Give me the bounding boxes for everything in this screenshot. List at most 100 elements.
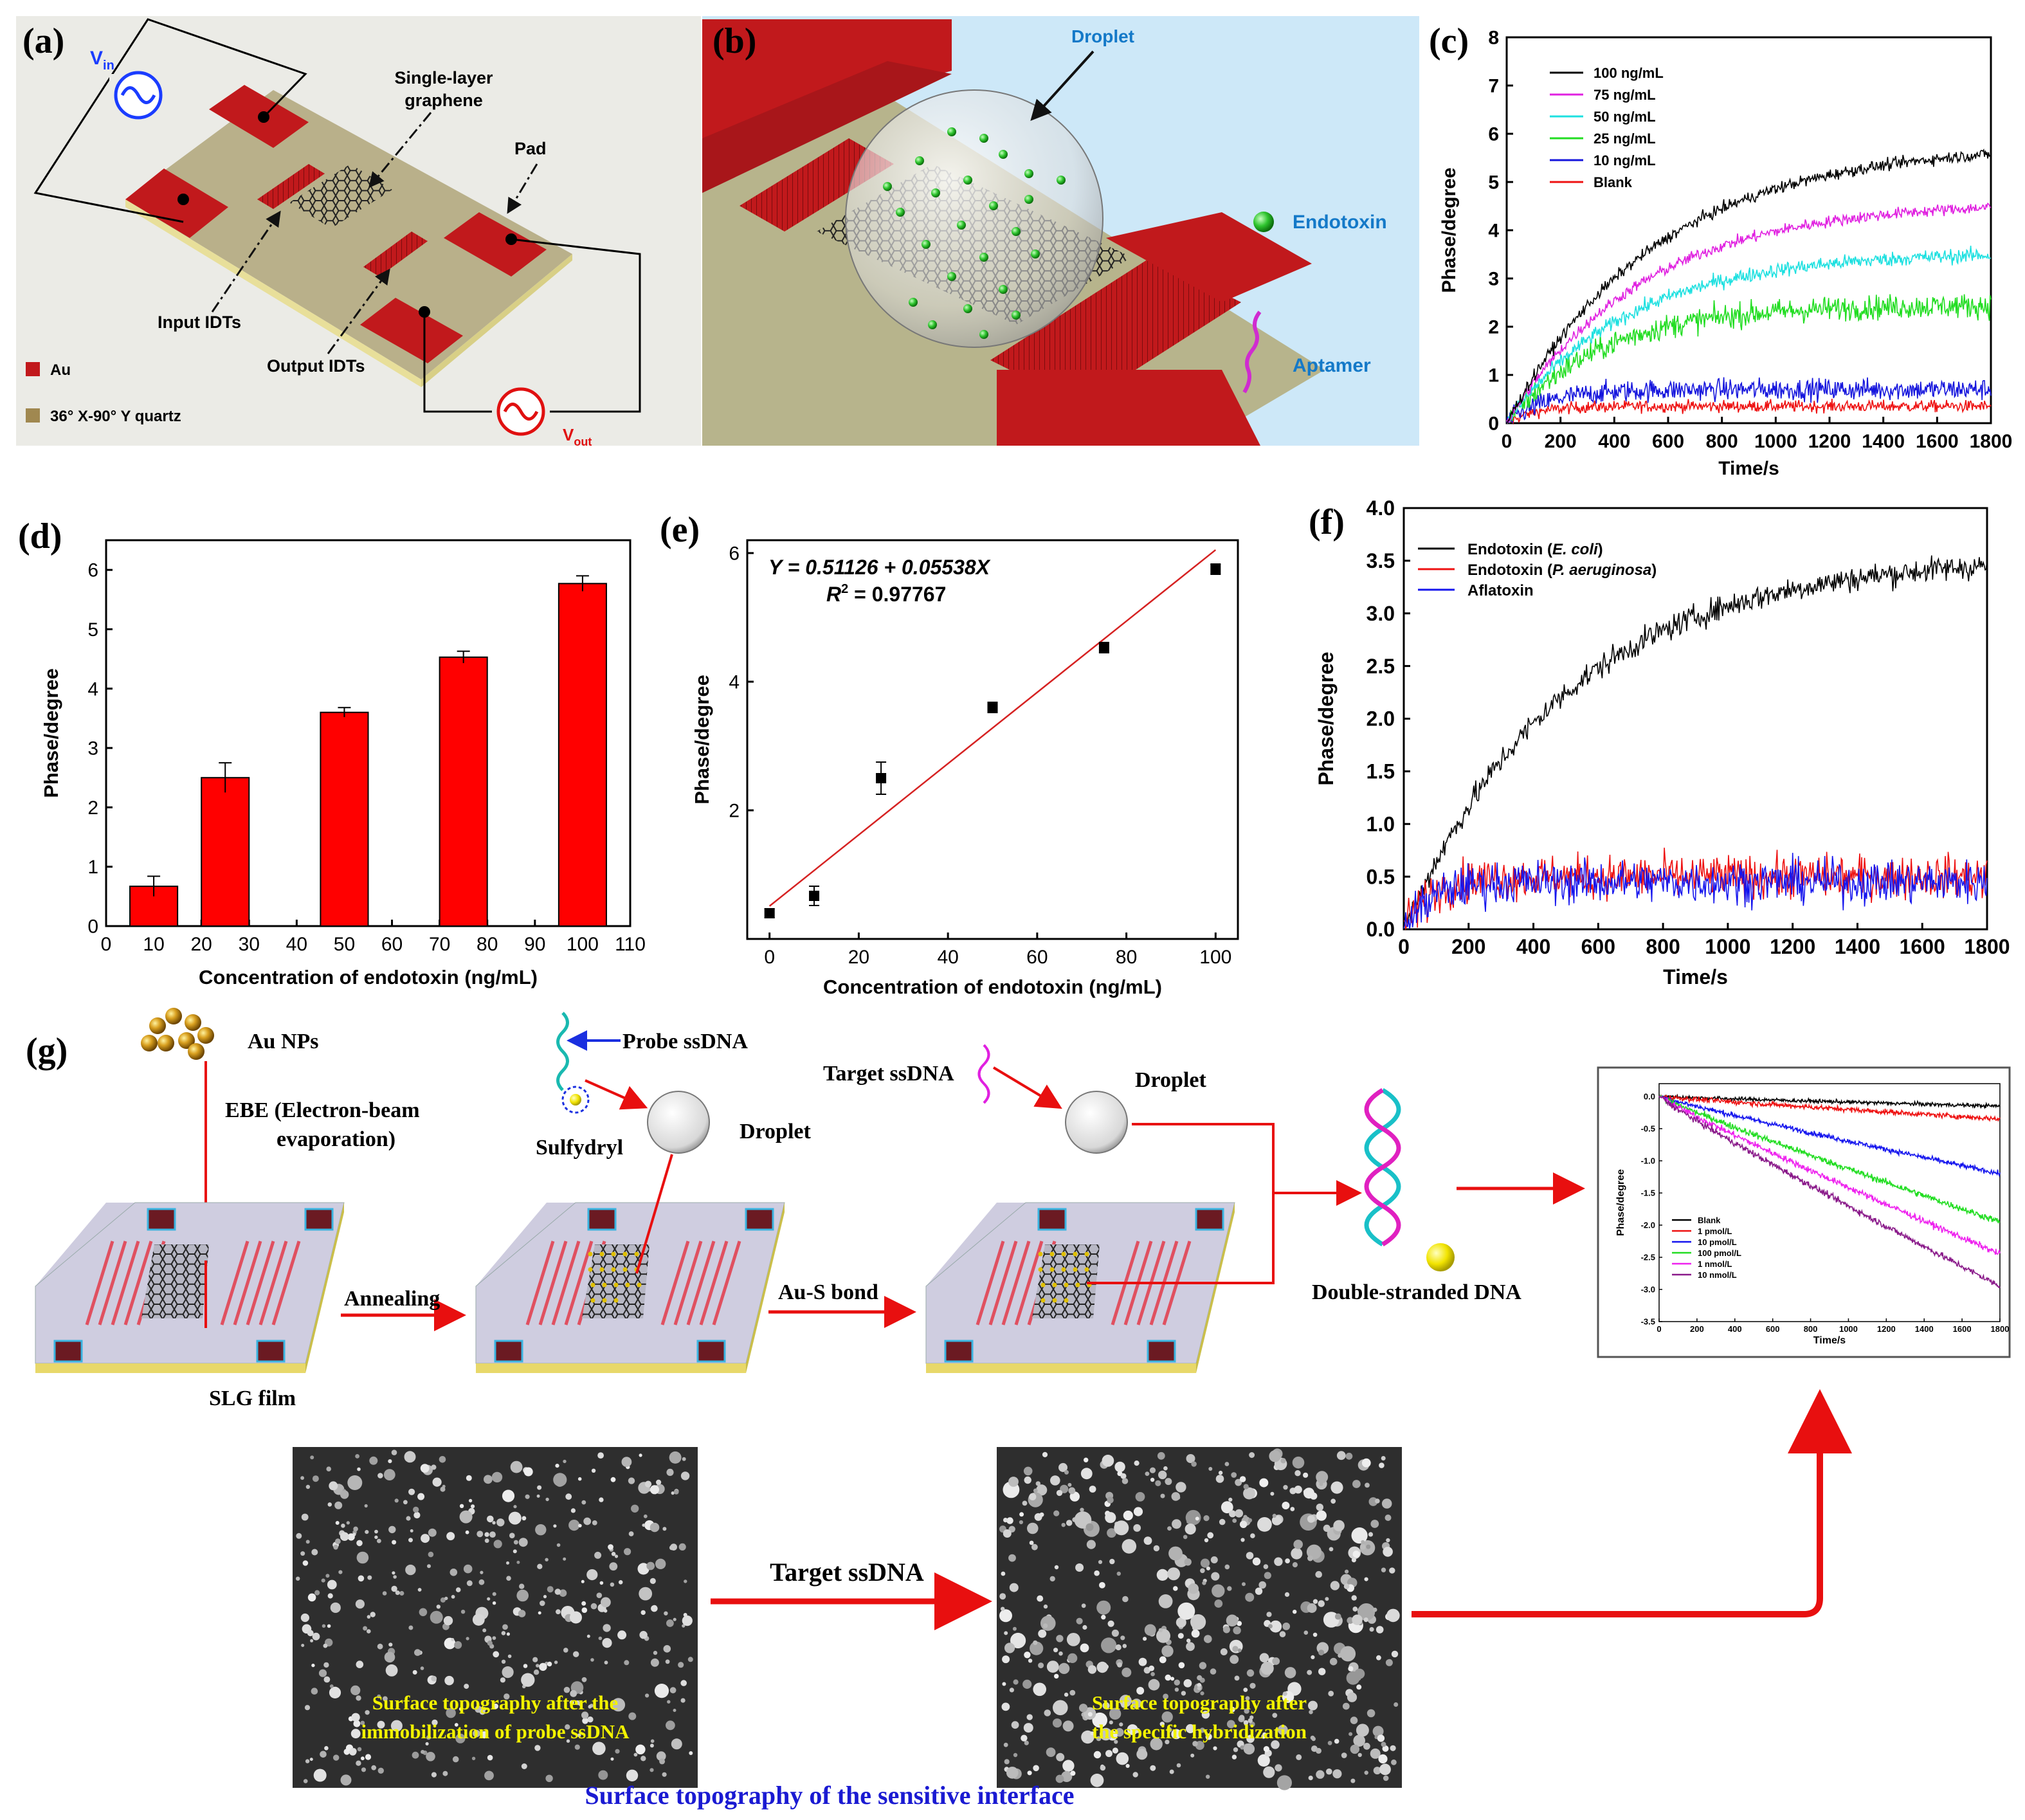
sem-particle [1081, 1603, 1086, 1608]
sem-particle [1347, 1617, 1354, 1624]
legend-label: 100 ng/mL [1594, 65, 1664, 81]
sem-particle [1249, 1682, 1256, 1689]
endotoxin-particle [1031, 250, 1040, 259]
series-line-4 [1506, 377, 1992, 424]
x-tick-label: 1800 [1970, 431, 2013, 452]
slg-film-label: SLG film [209, 1387, 296, 1410]
sem-particle [1361, 1540, 1365, 1544]
sem-particle [412, 1751, 419, 1759]
legend-italic: E. coli [1552, 541, 1599, 558]
sem-particle [327, 1624, 331, 1628]
sem-particle [1358, 1752, 1362, 1758]
x-tick-label: 40 [286, 934, 307, 955]
sem-particle [684, 1579, 687, 1583]
au-np-dot [1084, 1251, 1089, 1257]
sem-particle [477, 1531, 484, 1538]
sem-particle [1114, 1520, 1129, 1536]
sem-particle [1328, 1691, 1334, 1697]
sem-particle [1243, 1720, 1249, 1725]
input-idts-pointer [211, 210, 281, 313]
sem-particle [653, 1650, 658, 1655]
sem-particle [323, 1643, 328, 1648]
sem-particle [1292, 1456, 1305, 1469]
idt-finger [220, 1241, 250, 1325]
sem-particle [1093, 1751, 1102, 1759]
x-axis-label: Concentration of endotoxin (ng/mL) [823, 976, 1162, 998]
y-tick-label: 2.0 [1367, 707, 1395, 731]
sem-particle [553, 1524, 557, 1528]
sem-particle [603, 1624, 611, 1632]
sem-particle [296, 1533, 302, 1539]
sem-particle [413, 1506, 419, 1513]
sem-particle [369, 1456, 378, 1465]
sem-particle [304, 1705, 311, 1711]
sem-particle [1019, 1512, 1024, 1517]
sem-particle [506, 1576, 511, 1581]
sem-particle [478, 1579, 485, 1585]
sem-particle [1001, 1606, 1005, 1611]
sem-particle [1136, 1749, 1148, 1760]
sem-particle [1227, 1586, 1232, 1591]
legend-label: Endotoxin (P. aeruginosa) [1467, 561, 1657, 579]
sem-particle [311, 1688, 318, 1695]
x-tick-label: 60 [1026, 947, 1048, 968]
sem-particle [492, 1636, 496, 1641]
sem-particle [444, 1675, 454, 1686]
x-tick-label: 80 [1116, 947, 1137, 968]
endotoxin-particle [1024, 195, 1033, 204]
sem-particle [565, 1724, 570, 1730]
sem-particle [311, 1549, 318, 1556]
sem-particle [1080, 1468, 1093, 1480]
sem-particle [1165, 1740, 1170, 1745]
au-np-dot [1052, 1282, 1057, 1288]
endotoxin-label: Endotoxin [1293, 212, 1387, 233]
sem-particle [326, 1466, 331, 1471]
sem-particle [1307, 1603, 1317, 1613]
sem-particle [377, 1473, 383, 1479]
sem-particle [570, 1508, 576, 1513]
sem-particle [492, 1601, 496, 1605]
sem-particle [1056, 1635, 1064, 1643]
sem-particle [346, 1521, 350, 1525]
y-tick-label: -1.0 [1641, 1156, 1655, 1166]
sem-dots-probe [296, 1450, 693, 1786]
sem-particle [432, 1477, 442, 1487]
x-tick-label: 100 [1199, 947, 1231, 968]
sem-particle [1183, 1534, 1188, 1540]
sem-particle [1350, 1744, 1359, 1754]
sem-particle [1033, 1488, 1038, 1493]
x-tick-label: 1400 [1835, 935, 1880, 958]
input-idt [257, 164, 325, 209]
legend-label: Endotoxin (E. coli) [1467, 541, 1603, 558]
sem-particle [1158, 1628, 1163, 1633]
series-line-2 [1658, 1094, 2001, 1178]
idt-finger [660, 1241, 690, 1325]
sem-particle [388, 1525, 396, 1534]
y-tick-label: 0.5 [1367, 865, 1395, 888]
sem-particle [1121, 1701, 1128, 1708]
sem-particle [590, 1658, 594, 1662]
sem-particle [1114, 1740, 1118, 1744]
sem-particle [1230, 1706, 1235, 1713]
sem-particle [1282, 1623, 1291, 1630]
sem-particle [314, 1590, 320, 1596]
panel-label-e: (e) [660, 510, 700, 550]
sem-particle [1244, 1708, 1249, 1714]
sem-particle [1367, 1709, 1376, 1718]
sem-particle [1296, 1754, 1302, 1760]
sem-particle [1263, 1746, 1269, 1752]
sem-particle [502, 1624, 508, 1630]
sem-particle [350, 1685, 361, 1695]
sem-particle [1323, 1524, 1330, 1532]
sem-particle [1271, 1515, 1282, 1525]
sem-particle [1143, 1637, 1147, 1641]
sem-particle [1158, 1594, 1173, 1608]
sem-particle [444, 1596, 448, 1601]
au-np-dot [588, 1251, 593, 1257]
chip-0 [35, 1202, 345, 1373]
sem-particle [1003, 1742, 1008, 1747]
sem-particle [664, 1611, 668, 1615]
sem-particle [370, 1612, 376, 1617]
sem-particle [1332, 1769, 1342, 1779]
sem-particle [1284, 1592, 1290, 1597]
